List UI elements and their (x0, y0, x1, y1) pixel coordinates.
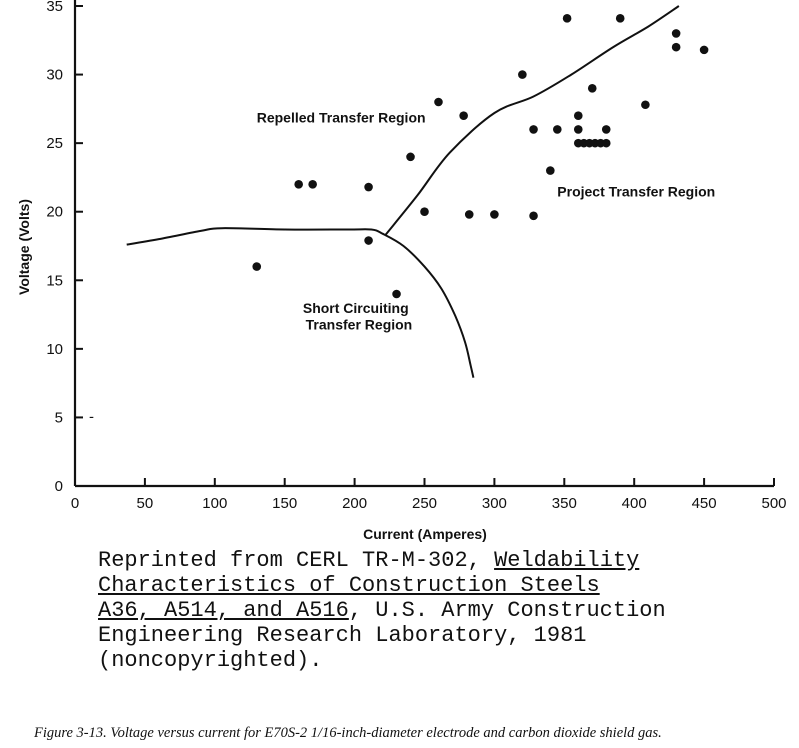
x-axis-ticks: 0 50 100 150 200 250 300 350 400 450 500 (71, 478, 787, 512)
data-point (529, 125, 538, 134)
region-boundary-1 (126, 227, 475, 378)
data-point (459, 111, 468, 121)
data-point (546, 166, 555, 175)
data-point (671, 29, 681, 38)
reprint-line-1: Reprinted from CERL TR-M-302, Weldabilit… (98, 548, 788, 573)
reprint-line-3: A36, A514, and A516, U.S. Army Construct… (98, 598, 788, 623)
x-tick-label: 350 (552, 495, 577, 512)
x-tick-label: 50 (137, 495, 154, 512)
data-point (490, 210, 499, 219)
reprint-line-4: Engineering Research Laboratory, 1981 (98, 623, 587, 648)
region-label: Short Circuiting (303, 300, 409, 316)
data-point (587, 83, 597, 93)
x-tick-label: 200 (342, 495, 367, 512)
y-tick-label: 5 (55, 409, 63, 426)
data-point (252, 262, 262, 271)
region-label: Transfer Region (306, 317, 413, 333)
y-tick-label: 15 (46, 272, 63, 289)
y-axis-label: Voltage (Volts) (16, 199, 32, 295)
x-axis-label: Current (Amperes) (363, 526, 487, 542)
figure-caption: Figure 3-13. Voltage versus current for … (34, 725, 662, 741)
y-axis-ticks: 0 5 10 15 20 25 30 35 (46, 0, 83, 495)
data-point (671, 42, 681, 52)
data-point (573, 111, 583, 121)
reprint-title-part-1: Weldability (494, 548, 640, 573)
reprint-publisher: , U.S. Army Construction (348, 598, 666, 623)
data-point (364, 182, 373, 192)
data-point (464, 210, 474, 219)
stray-mark: - (89, 408, 94, 425)
reprint-source: Reprinted from CERL TR-M-302, (98, 548, 495, 573)
region-boundaries (126, 5, 680, 378)
data-point (699, 45, 709, 55)
region-boundary-2 (384, 5, 680, 236)
x-tick-label: 400 (622, 495, 647, 512)
data-point (553, 125, 562, 134)
data-point (529, 211, 538, 221)
x-tick-label: 250 (412, 495, 437, 512)
y-tick-label: 35 (46, 0, 63, 15)
x-tick-label: 300 (482, 495, 507, 512)
data-point (392, 289, 401, 299)
reprint-line-5: (noncopyrighted). (98, 648, 323, 673)
data-point (518, 70, 527, 79)
reprint-title-part-3: A36, A514, and A516 (98, 598, 349, 623)
y-tick-label: 25 (46, 135, 63, 152)
region-label: Project Transfer Region (557, 184, 715, 200)
x-tick-label: 100 (202, 495, 227, 512)
region-label: Repelled Transfer Region (257, 110, 426, 126)
x-tick-label: 0 (71, 495, 79, 512)
region-labels: Repelled Transfer Region Project Transfer… (257, 110, 716, 333)
x-tick-label: 500 (761, 495, 786, 512)
data-point (573, 125, 583, 134)
data-point (308, 179, 317, 189)
x-tick-label: 450 (692, 495, 717, 512)
data-point (364, 236, 373, 245)
data-point (641, 100, 650, 110)
x-tick-label: 150 (272, 495, 297, 512)
chart-axes (73, 0, 774, 488)
reprint-line-2: Characteristics of Construction Steels (98, 573, 600, 598)
data-points (252, 14, 709, 299)
data-point (601, 125, 611, 134)
voltage-current-chart: 0 50 100 150 200 250 300 350 400 450 500 0 5 10 15 20 2… (16, 0, 787, 542)
data-point (615, 14, 625, 23)
data-point (294, 179, 303, 189)
data-point (406, 152, 415, 162)
y-tick-label: 10 (46, 341, 63, 358)
data-point (420, 207, 429, 217)
data-point (562, 14, 572, 23)
reprint-note: Reprinted from CERL TR-M-302, Weldabilit… (98, 548, 788, 673)
data-point (601, 138, 611, 148)
y-tick-label: 0 (55, 478, 63, 495)
y-tick-label: 30 (46, 67, 63, 84)
y-tick-label: 20 (46, 204, 63, 221)
data-point (434, 97, 443, 107)
